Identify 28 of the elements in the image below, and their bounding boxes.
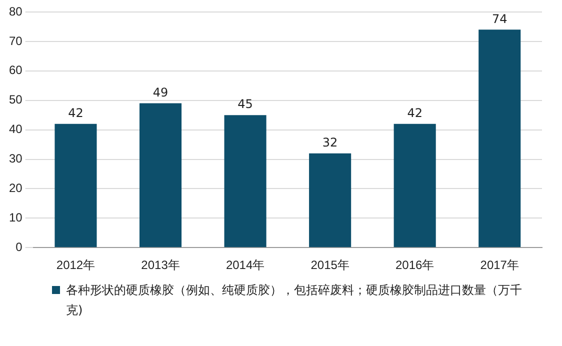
x-tick-label: 2017年 xyxy=(480,258,519,272)
bar xyxy=(478,30,521,248)
y-tick-label: 0 xyxy=(16,240,23,254)
bar xyxy=(394,124,436,248)
data-label: 49 xyxy=(152,85,168,100)
data-label: 74 xyxy=(492,12,508,26)
data-label: 42 xyxy=(407,106,422,120)
x-tick-label: 2012年 xyxy=(56,258,96,272)
x-tick-label: 2013年 xyxy=(141,258,180,272)
data-label: 45 xyxy=(238,97,253,112)
y-tick-label: 30 xyxy=(8,152,23,166)
x-tick-label: 2016年 xyxy=(395,258,434,272)
bar xyxy=(224,115,266,248)
y-tick-label: 40 xyxy=(8,122,23,136)
y-tick-label: 50 xyxy=(8,92,23,107)
y-tick-label: 20 xyxy=(8,181,23,196)
legend-label: 各种形状的硬质橡胶（例如、纯硬质胶），包括碎废料；硬质橡胶制品进口数量（万千克) xyxy=(66,282,523,319)
y-tick-label: 10 xyxy=(8,210,23,224)
bar xyxy=(54,124,97,248)
x-tick-label: 2015年 xyxy=(310,258,350,272)
x-tick-label: 2014年 xyxy=(226,258,265,272)
y-tick-label: 80 xyxy=(8,4,23,18)
bar xyxy=(309,153,352,248)
y-tick-label: 70 xyxy=(8,34,23,48)
y-tick-label: 60 xyxy=(8,63,23,78)
bar xyxy=(139,103,182,248)
data-label: 42 xyxy=(68,106,84,120)
data-label: 32 xyxy=(322,135,338,150)
